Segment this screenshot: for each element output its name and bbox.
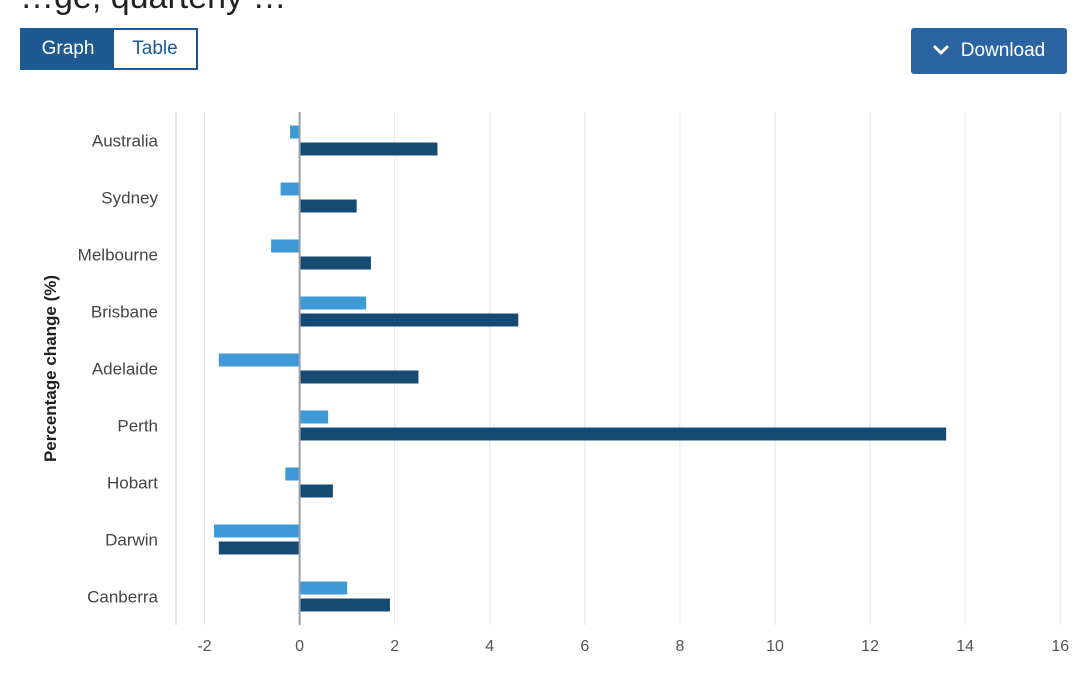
bar [218,353,300,367]
x-tick-label: 4 [485,638,494,655]
view-toggle: Graph Table [20,28,198,70]
bar [299,598,390,612]
bar [299,296,367,310]
category-label: Australia [92,132,159,151]
bar [299,199,357,213]
category-label: Perth [117,417,158,436]
download-label: Download [960,40,1046,61]
bar [299,370,419,384]
bar [271,239,300,253]
category-label: Adelaide [92,360,158,379]
x-tick-label: -2 [197,638,211,655]
x-tick-label: 2 [390,638,399,655]
category-label: Melbourne [78,246,158,265]
bar [218,541,300,555]
bar [299,313,519,327]
table-tab[interactable]: Table [114,30,196,68]
bar [299,484,333,498]
bar [299,142,438,156]
category-label: Hobart [107,474,158,493]
x-tick-label: 10 [766,638,784,655]
bar [299,256,371,270]
bar [299,581,348,595]
y-axis-title: Percentage change (%) [41,275,60,462]
bar [290,125,300,139]
x-tick-label: 16 [1051,638,1069,655]
bar [280,182,300,196]
graph-tab[interactable]: Graph [22,30,114,68]
category-label: Sydney [101,189,158,208]
download-button[interactable]: Download [911,28,1067,74]
x-tick-label: 8 [675,638,684,655]
x-tick-label: 6 [580,638,589,655]
category-label: Canberra [87,588,158,607]
chevron-down-icon [933,45,949,57]
bar [299,410,329,424]
x-tick-label: 0 [295,638,304,655]
bar [285,467,300,481]
x-tick-label: 14 [956,638,974,655]
page-title: …ge, quarterly … [20,0,286,17]
bar [214,524,300,538]
category-label: Brisbane [91,303,158,322]
bar [299,427,947,441]
x-tick-label: 12 [861,638,879,655]
category-label: Darwin [105,531,158,550]
